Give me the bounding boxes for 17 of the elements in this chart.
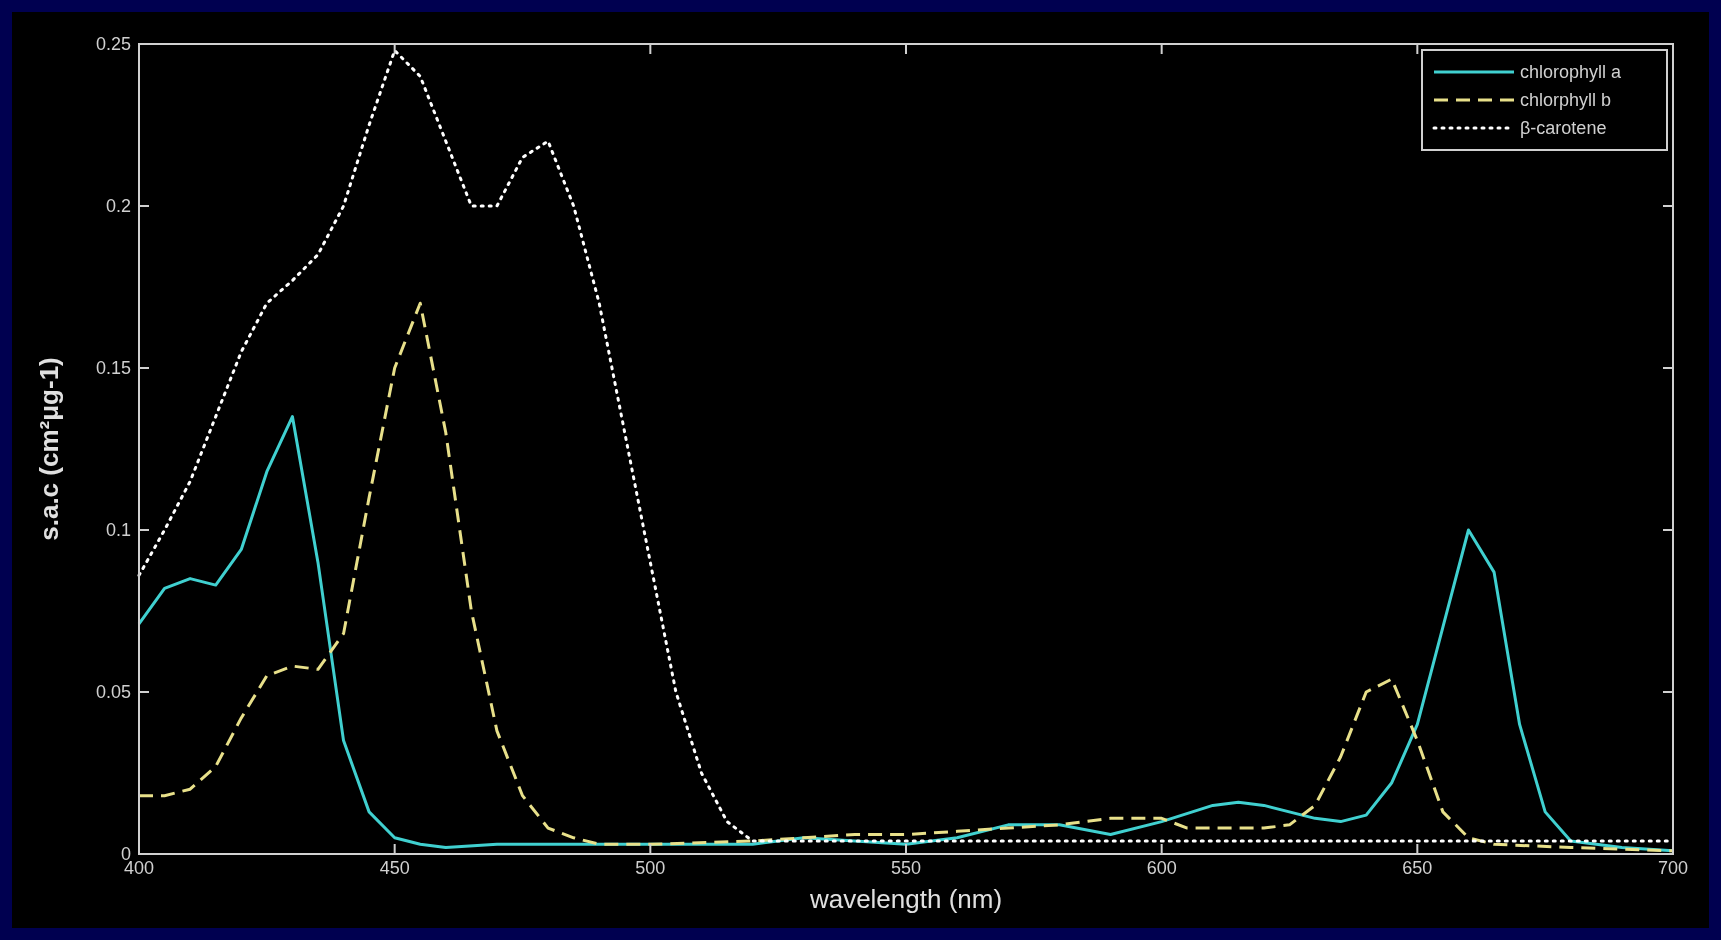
x-tick-label: 450 [379,858,410,878]
x-axis-title: wavelength (nm) [808,884,1003,914]
x-tick-label: 650 [1402,858,1433,878]
x-tick-label: 700 [1657,858,1689,878]
y-tick-label: 0.1 [105,520,131,541]
y-tick-label: 0.05 [95,682,131,703]
legend-label: β-carotene [1520,118,1607,139]
y-tick-label: 0.25 [95,34,131,55]
y-tick-label: 0.2 [105,196,131,217]
x-tick-label: 500 [635,858,666,878]
legend-label: chlorphyll b [1520,90,1612,111]
y-axis-title: s.a.c (cm²μg-1) [34,357,64,541]
x-tick-label: 550 [890,858,922,878]
legend-label: chlorophyll a [1520,62,1623,83]
y-tick-label: 0.15 [95,358,131,379]
x-tick-label: 600 [1146,858,1177,878]
line-series [137,301,1675,853]
